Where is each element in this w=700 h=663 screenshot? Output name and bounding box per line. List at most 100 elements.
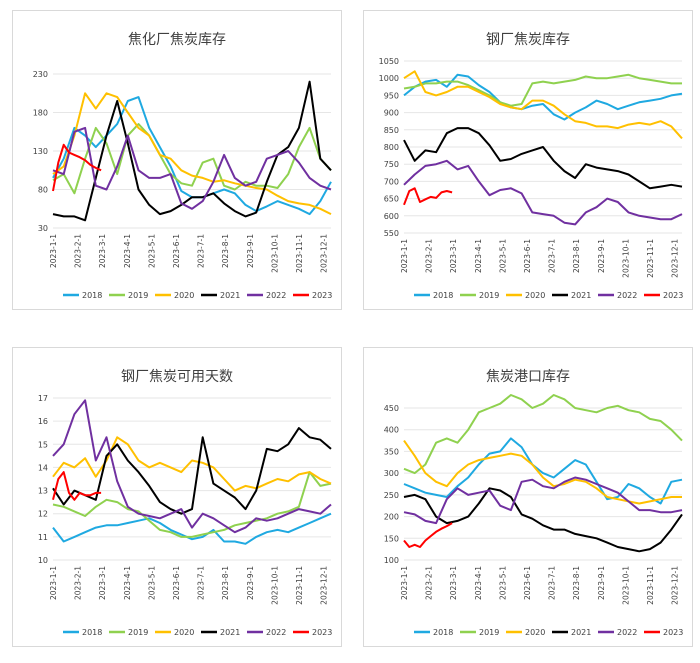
x-tick-label: 2023-6-1 — [172, 234, 181, 268]
x-tick-label: 2023-1-1 — [400, 239, 409, 273]
x-tick-label: 2023-3-1 — [449, 239, 458, 273]
x-tick-label: 2023-1-1 — [400, 566, 409, 600]
series-line-2021 — [52, 427, 332, 515]
legend-label-2019: 2019 — [479, 628, 499, 637]
series-line-2023 — [403, 187, 453, 206]
x-tick-label: 2023-3-1 — [98, 234, 107, 268]
x-tick-label: 2023-3-1 — [98, 566, 107, 600]
series-line-2020 — [52, 436, 332, 492]
y-tick-label: 1000 — [379, 74, 399, 83]
x-tick-label: 2023-7-1 — [548, 566, 557, 600]
x-tick-label: 2023-9-1 — [597, 566, 606, 600]
y-tick-label: 17 — [38, 394, 48, 403]
y-tick-label: 250 — [384, 491, 399, 500]
x-tick-label: 2023-2-1 — [425, 566, 434, 600]
y-tick-label: 12 — [38, 510, 48, 519]
chart-svg: 焦化厂焦炭库存 30 80 130 180 230 2023-1-1 2023-2-1 2023… — [33, 32, 333, 300]
y-tick-label: 300 — [384, 469, 399, 478]
chart-title: 焦炭港口库存 — [486, 369, 570, 385]
series-line-2019 — [52, 123, 332, 195]
x-tick-label: 2023-1-1 — [49, 566, 58, 600]
x-tick-label: 2023-4-1 — [123, 234, 132, 268]
x-tick-label: 2023-4-1 — [474, 239, 483, 273]
legend-label-2022: 2022 — [266, 628, 286, 637]
x-tick-label: 2023-10-1 — [621, 566, 630, 605]
y-tick-label: 130 — [33, 147, 48, 156]
chart-svg: 钢厂焦炭可用天数 10 11 12 13 14 15 16 17 2023-1-1 2023-2-1… — [38, 369, 333, 637]
x-tick-label: 2023-12-1 — [671, 566, 680, 605]
legend-label-2022: 2022 — [617, 628, 637, 637]
chart-title: 钢厂焦炭可用天数 — [121, 369, 233, 385]
legend-label-2021: 2021 — [220, 628, 240, 637]
series-line-2023 — [403, 522, 453, 548]
x-tick-label: 2023-1-1 — [49, 234, 58, 268]
y-tick-label: 180 — [33, 109, 48, 118]
legend-label-2021: 2021 — [220, 291, 240, 300]
x-tick-label: 2023-6-1 — [523, 239, 532, 273]
x-tick-label: 2023-3-1 — [449, 566, 458, 600]
x-tick-label: 2023-11-1 — [646, 566, 655, 605]
series-line-2021 — [52, 80, 332, 222]
legend-label-2018: 2018 — [82, 291, 102, 300]
y-tick-label: 850 — [384, 126, 399, 135]
series-line-2021 — [403, 127, 683, 190]
x-tick-label: 2023-8-1 — [572, 239, 581, 273]
chart-panel-port-coke-inventory: 焦炭港口库存 100 150 200 250 300 350 400 450 2023-1-1 20… — [363, 347, 693, 647]
x-tick-label: 2023-10-1 — [270, 566, 279, 605]
chart-title: 钢厂焦炭库存 — [486, 32, 570, 48]
series-line-2022 — [403, 476, 683, 525]
x-tick-label: 2023-5-1 — [498, 239, 507, 273]
x-tick-label: 2023-7-1 — [197, 566, 206, 600]
y-tick-label: 230 — [33, 70, 48, 79]
legend-label-2018: 2018 — [82, 628, 102, 637]
x-tick-label: 2023-9-1 — [597, 239, 606, 273]
y-tick-label: 80 — [38, 186, 48, 195]
x-tick-label: 2023-6-1 — [172, 566, 181, 600]
y-tick-label: 100 — [384, 556, 399, 565]
series-line-2023 — [52, 471, 102, 501]
series-line-2023 — [52, 143, 102, 192]
series-line-2018 — [403, 73, 683, 121]
series-line-2021 — [403, 487, 683, 553]
x-tick-label: 2023-2-1 — [74, 234, 83, 268]
y-tick-label: 1050 — [379, 57, 399, 66]
legend-label-2021: 2021 — [571, 291, 591, 300]
x-tick-label: 2023-8-1 — [572, 566, 581, 600]
y-tick-label: 200 — [384, 513, 399, 522]
legend-label-2020: 2020 — [525, 291, 545, 300]
legend-label-2018: 2018 — [433, 628, 453, 637]
x-tick-label: 2023-7-1 — [197, 234, 206, 268]
x-tick-label: 2023-5-1 — [147, 234, 156, 268]
legend-label-2023: 2023 — [312, 628, 332, 637]
chart-svg: 焦炭港口库存 100 150 200 250 300 350 400 450 2023-1-1 20… — [384, 369, 684, 637]
y-tick-label: 550 — [384, 229, 399, 238]
y-tick-label: 30 — [38, 224, 48, 233]
y-tick-label: 450 — [384, 404, 399, 413]
legend-label-2023: 2023 — [663, 291, 683, 300]
legend-label-2020: 2020 — [525, 628, 545, 637]
series-line-2022 — [403, 159, 683, 226]
chart-svg: 钢厂焦炭库存 550 600 650 700 750 800 850 900 950 1000 105… — [379, 32, 684, 300]
y-tick-label: 15 — [38, 440, 48, 449]
series-line-2019 — [403, 73, 682, 107]
legend-label-2021: 2021 — [571, 628, 591, 637]
x-tick-label: 2023-5-1 — [147, 566, 156, 600]
legend-label-2022: 2022 — [266, 291, 286, 300]
series-line-2020 — [52, 92, 332, 215]
y-tick-label: 10 — [38, 556, 48, 565]
y-tick-label: 16 — [38, 417, 48, 426]
y-tick-label: 700 — [384, 177, 399, 186]
chart-panel-steel-mill-coke-inventory: 钢厂焦炭库存 550 600 650 700 750 800 850 900 950 1000 105… — [363, 10, 693, 310]
series-line-2020 — [403, 70, 683, 140]
x-tick-label: 2023-8-1 — [221, 566, 230, 600]
y-tick-label: 11 — [38, 533, 48, 542]
x-tick-label: 2023-11-1 — [295, 566, 304, 605]
legend-label-2019: 2019 — [128, 628, 148, 637]
chart-title: 焦化厂焦炭库存 — [128, 32, 226, 48]
x-tick-label: 2023-4-1 — [474, 566, 483, 600]
legend-label-2018: 2018 — [433, 291, 453, 300]
x-tick-label: 2023-9-1 — [246, 566, 255, 600]
y-tick-label: 800 — [384, 143, 399, 152]
x-tick-label: 2023-5-1 — [498, 566, 507, 600]
legend-label-2020: 2020 — [174, 291, 194, 300]
